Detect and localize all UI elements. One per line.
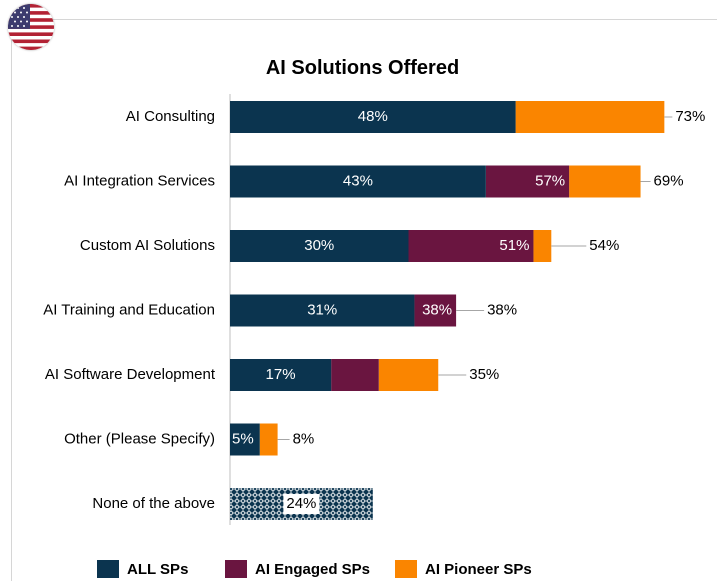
- category-label: Other (Please Specify): [64, 430, 215, 447]
- data-label-ai-pioneer-sps: 8%: [293, 430, 315, 447]
- legend-swatch: [225, 560, 247, 578]
- data-label-all-sps: 43%: [343, 172, 373, 189]
- data-label-ai-pioneer-sps: 54%: [589, 237, 619, 254]
- legend-label: AI Pioneer SPs: [425, 560, 532, 578]
- data-label-ai-engaged-sps: 57%: [535, 172, 565, 189]
- chart-legend: ALL SPs AI Engaged SPs AI Pioneer SPs: [0, 558, 717, 580]
- bar-all-sps: [230, 101, 516, 133]
- bar-ai-engaged-sps: [485, 165, 570, 198]
- data-label-ai-pioneer-sps: 38%: [487, 301, 517, 318]
- category-label: AI Consulting: [126, 108, 215, 125]
- bar-ai-engaged-sps: [414, 294, 457, 327]
- legend-label: ALL SPs: [127, 560, 189, 578]
- data-label: 24%: [286, 495, 316, 512]
- data-label-background: [283, 494, 320, 514]
- chart-panel: [11, 19, 717, 581]
- data-label-ai-engaged-sps: 51%: [499, 237, 529, 254]
- category-label: AI Software Development: [45, 366, 216, 383]
- legend-swatch: [395, 560, 417, 578]
- category-label: AI Training and Education: [43, 301, 215, 318]
- data-label-ai-pioneer-sps: 69%: [654, 172, 684, 189]
- category-label: AI Integration Services: [64, 172, 215, 189]
- data-label-all-sps: 48%: [358, 108, 388, 125]
- legend-item: AI Engaged SPs: [225, 560, 370, 578]
- bar-all-sps: [230, 230, 409, 262]
- data-label-all-sps: 30%: [304, 237, 334, 254]
- data-label-ai-pioneer-sps: 35%: [469, 366, 499, 383]
- bar-ai-pioneer-sps: [569, 165, 641, 198]
- bar-ai-pioneer-sps: [378, 359, 439, 391]
- data-label-all-sps: 31%: [307, 301, 337, 318]
- chart-title: AI Solutions Offered: [265, 57, 460, 79]
- bar-chart: AI Consulting 48% 73% AI Integration Servic…: [43, 94, 705, 525]
- bar-ai-pioneer-sps: [533, 230, 552, 262]
- legend-item: ALL SPs: [97, 560, 188, 578]
- data-label-ai-engaged-sps: 38%: [422, 301, 452, 318]
- bar-all-sps: [230, 165, 486, 198]
- data-label-all-sps: 5%: [232, 430, 254, 447]
- data-label-all-sps: 17%: [266, 366, 296, 383]
- bar-ai-pioneer-sps: [259, 423, 278, 456]
- data-label-ai-pioneer-sps: 73%: [675, 108, 705, 125]
- bar-all-sps: [230, 359, 332, 391]
- bar-ai-engaged-sps: [331, 359, 379, 391]
- bar-ai-pioneer-sps: [515, 101, 665, 133]
- legend-label: AI Engaged SPs: [255, 560, 371, 578]
- category-label: None of the above: [92, 495, 215, 512]
- bar-ai-engaged-sps: [408, 230, 534, 262]
- us-flag-icon: [8, 4, 54, 50]
- legend-item: AI Pioneer SPs: [395, 560, 532, 578]
- bar-all-sps: [230, 423, 260, 456]
- legend-swatch: [97, 560, 119, 578]
- category-label: Custom AI Solutions: [80, 237, 215, 254]
- bar-all-sps: [230, 294, 415, 327]
